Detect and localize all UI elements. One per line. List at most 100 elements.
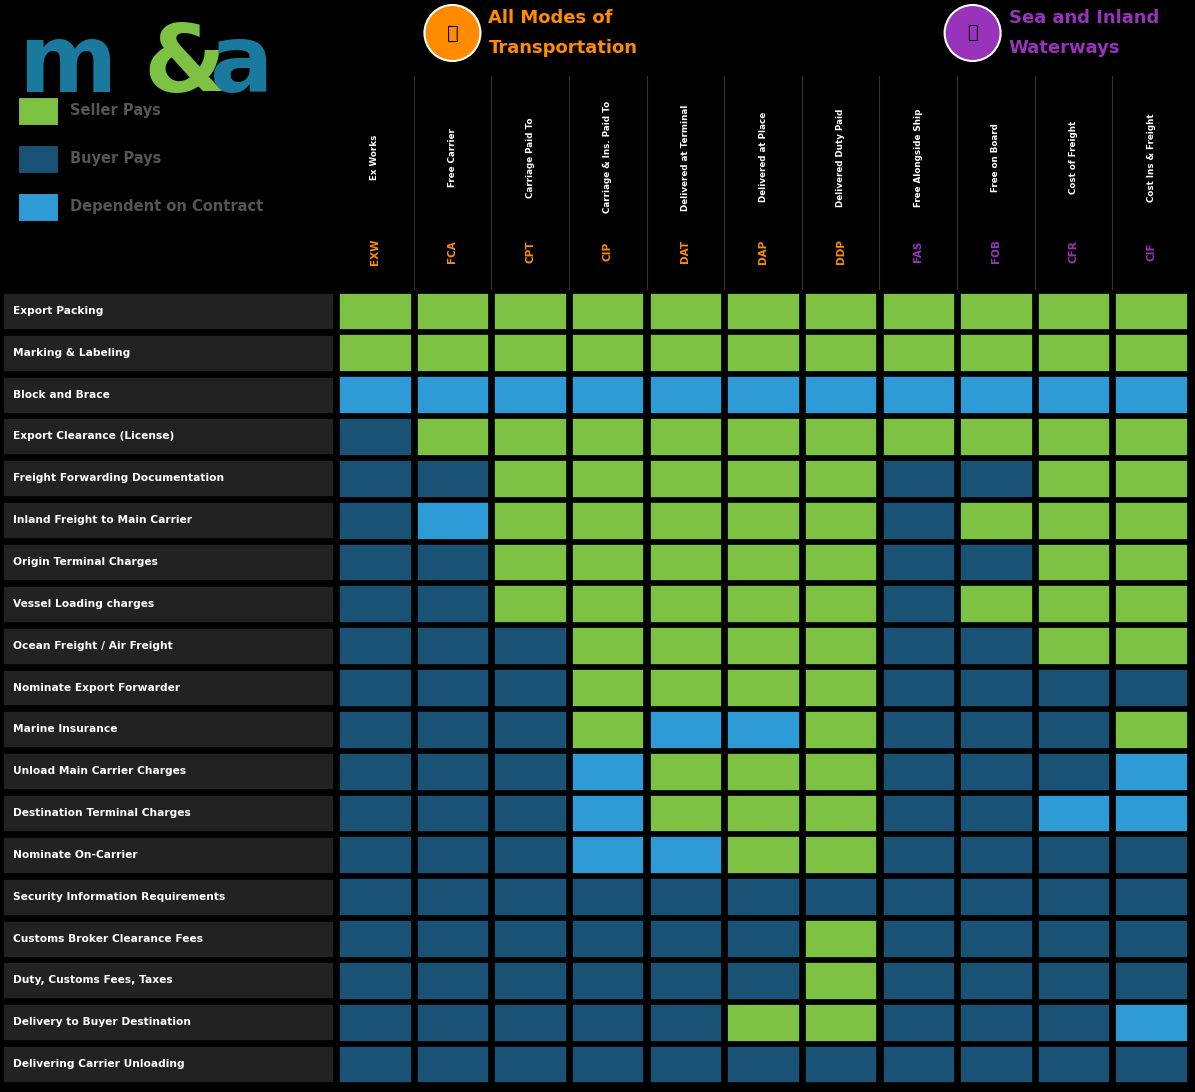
Bar [417, 795, 489, 831]
Bar [417, 962, 489, 999]
Bar [883, 836, 954, 874]
Bar [572, 1004, 643, 1041]
Bar [339, 293, 411, 330]
Text: Export Packing: Export Packing [13, 306, 104, 316]
Bar [650, 1046, 721, 1082]
Bar [650, 669, 721, 705]
Text: FAS: FAS [913, 241, 924, 262]
Bar [1037, 334, 1109, 371]
Text: Security Information Requirements: Security Information Requirements [13, 892, 226, 902]
Bar [1037, 921, 1109, 957]
Bar [961, 334, 1031, 371]
Text: Freight Forwarding Documentation: Freight Forwarding Documentation [13, 473, 225, 484]
Text: FCA: FCA [447, 240, 458, 263]
Bar [805, 795, 876, 831]
Bar [883, 585, 954, 622]
Text: Vessel Loading charges: Vessel Loading charges [13, 598, 154, 609]
Text: Marking & Labeling: Marking & Labeling [13, 347, 130, 358]
Bar [805, 1004, 876, 1041]
Bar [650, 878, 721, 915]
Text: Waterways: Waterways [1009, 39, 1120, 57]
Text: Marine Insurance: Marine Insurance [13, 724, 118, 734]
Text: Delivered at Place: Delivered at Place [759, 112, 767, 202]
Bar [961, 669, 1031, 705]
Bar [650, 795, 721, 831]
Bar [572, 293, 643, 330]
Bar [1037, 501, 1109, 538]
Bar [417, 460, 489, 497]
Bar [650, 711, 721, 748]
Text: Ex Works: Ex Works [370, 134, 379, 180]
Bar [572, 669, 643, 705]
Bar [495, 1004, 565, 1041]
Bar [417, 627, 489, 664]
Bar [1037, 752, 1109, 790]
Bar [2, 795, 333, 831]
Bar [339, 962, 411, 999]
Bar [339, 627, 411, 664]
Bar [417, 711, 489, 748]
Bar [572, 334, 643, 371]
Bar [2, 293, 333, 329]
Bar [2, 1005, 333, 1041]
Bar [650, 921, 721, 957]
Text: Carriage Paid To: Carriage Paid To [526, 117, 534, 198]
Bar [495, 377, 565, 413]
Bar [417, 836, 489, 874]
Bar [805, 293, 876, 330]
Bar [650, 334, 721, 371]
Text: DAT: DAT [680, 240, 691, 263]
Bar [728, 1004, 798, 1041]
Bar [339, 669, 411, 705]
Bar [417, 1004, 489, 1041]
Bar [728, 962, 798, 999]
Bar [805, 711, 876, 748]
Bar [728, 377, 798, 413]
Bar [18, 145, 59, 173]
Bar [572, 962, 643, 999]
Bar [805, 962, 876, 999]
Circle shape [424, 5, 480, 61]
Bar [2, 502, 333, 538]
Text: Delivering Carrier Unloading: Delivering Carrier Unloading [13, 1059, 185, 1069]
Bar [805, 418, 876, 455]
Bar [417, 585, 489, 622]
Bar [339, 711, 411, 748]
Bar [2, 962, 333, 998]
Bar [18, 193, 59, 221]
Bar [495, 878, 565, 915]
Bar [650, 460, 721, 497]
Bar [961, 752, 1031, 790]
Bar [495, 501, 565, 538]
Text: Buyer Pays: Buyer Pays [71, 152, 161, 166]
Bar [805, 627, 876, 664]
Bar [1115, 921, 1187, 957]
Bar [650, 752, 721, 790]
Text: m: m [18, 20, 116, 112]
Text: Export Clearance (License): Export Clearance (License) [13, 431, 174, 441]
Bar [650, 501, 721, 538]
Bar [728, 878, 798, 915]
Bar [1115, 418, 1187, 455]
Bar [961, 501, 1031, 538]
Bar [417, 878, 489, 915]
Text: Origin Terminal Charges: Origin Terminal Charges [13, 557, 158, 567]
Bar [650, 418, 721, 455]
Bar [339, 795, 411, 831]
Text: Delivered Duty Paid: Delivered Duty Paid [836, 108, 845, 206]
Bar [1037, 418, 1109, 455]
Bar [805, 585, 876, 622]
Bar [495, 1046, 565, 1082]
Bar [339, 418, 411, 455]
Bar [417, 334, 489, 371]
Text: Seller Pays: Seller Pays [71, 104, 161, 119]
Bar [805, 836, 876, 874]
Bar [650, 627, 721, 664]
Bar [2, 418, 333, 454]
Text: Destination Terminal Charges: Destination Terminal Charges [13, 808, 191, 818]
Bar [805, 1046, 876, 1082]
Bar [728, 627, 798, 664]
Bar [417, 752, 489, 790]
Bar [2, 1046, 333, 1082]
Bar [417, 293, 489, 330]
